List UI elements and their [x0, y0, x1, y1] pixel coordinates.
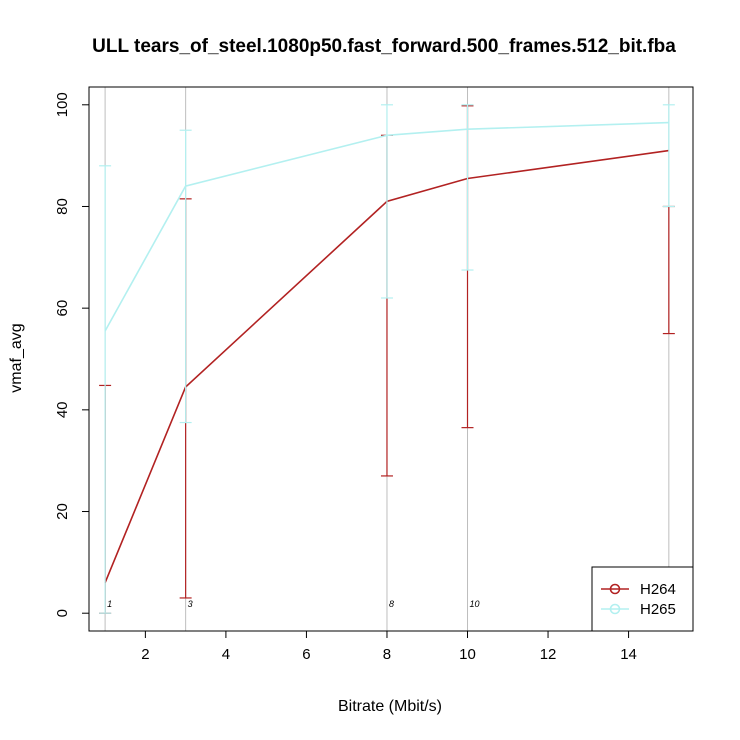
x-tick-label-4: 4 — [222, 646, 230, 663]
y-tick-label-0: 0 — [54, 609, 71, 617]
legend-label-h265: H265 — [640, 601, 676, 618]
x-axis-label: Bitrate (Mbit/s) — [338, 698, 442, 715]
legend-box — [591, 566, 694, 632]
point-label-3: 3 — [188, 599, 193, 609]
series-line-h265 — [104, 121, 669, 332]
x-tick-label-2: 2 — [141, 646, 149, 663]
x-tick-label-8: 8 — [383, 646, 391, 663]
point-label-10: 10 — [470, 599, 480, 609]
y-axis-label: vmaf_avg — [8, 323, 25, 392]
y-tick-label-80: 80 — [54, 198, 71, 215]
chart-title: ULL tears_of_steel.1080p50.fast_forward.… — [92, 36, 676, 57]
legend-marker-h265 — [609, 603, 621, 615]
y-tick-label-100: 100 — [54, 92, 71, 117]
y-tick-label-20: 20 — [54, 503, 71, 520]
y-tick-label-60: 60 — [54, 300, 71, 317]
legend-label-h264: H264 — [640, 581, 676, 598]
series-h265 — [99, 104, 675, 614]
plot-frame — [88, 86, 694, 632]
axes: 2 4 6 8 10 12 14 0 20 40 60 80 100 — [54, 86, 694, 663]
legend: H264 H265 — [591, 566, 694, 632]
x-tick-label-10: 10 — [459, 646, 476, 663]
legend-marker-h264 — [609, 583, 621, 595]
x-tick-label-6: 6 — [302, 646, 310, 663]
series-layer — [99, 104, 675, 614]
point-label-8: 8 — [389, 599, 394, 609]
y-tick-label-40: 40 — [54, 401, 71, 418]
x-tick-label-14: 14 — [620, 646, 637, 663]
x-tick-label-12: 12 — [540, 646, 557, 663]
point-label-1: 1 — [107, 599, 112, 609]
